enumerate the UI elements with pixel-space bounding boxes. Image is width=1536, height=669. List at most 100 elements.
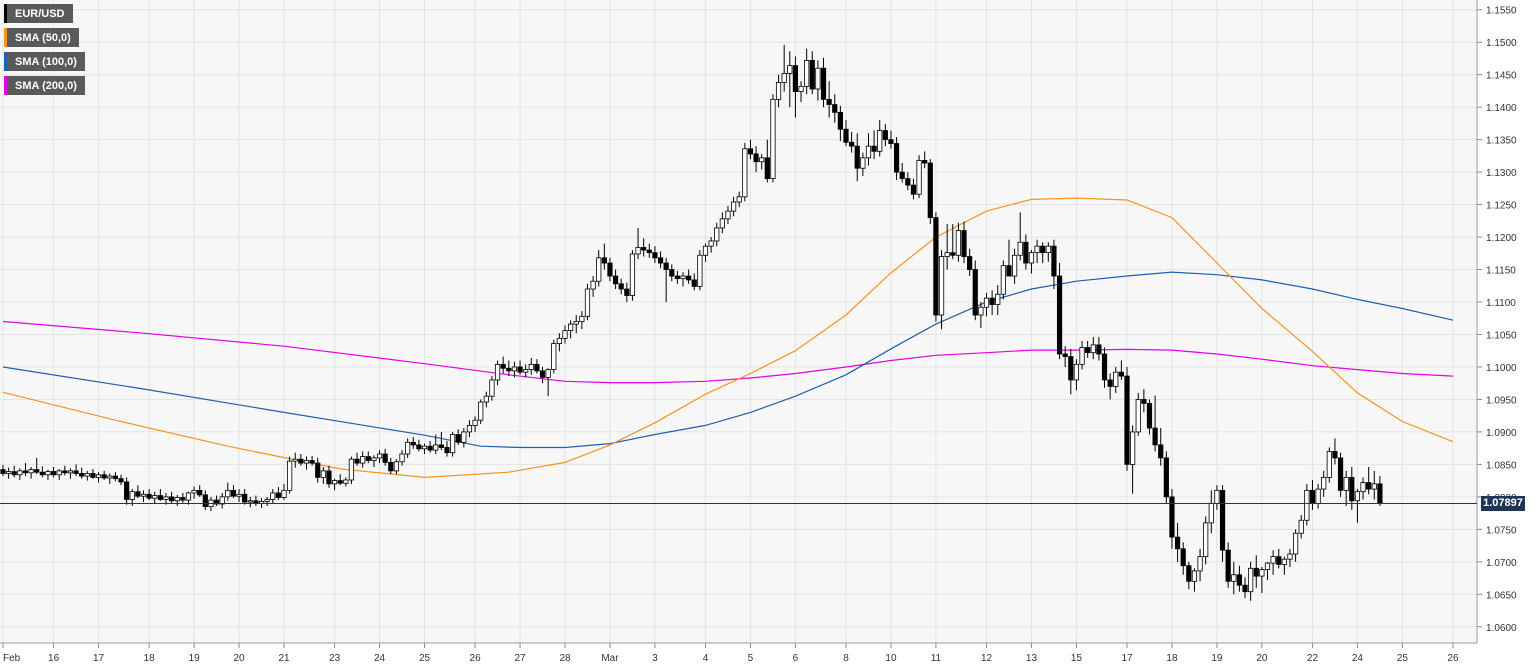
plot-background	[0, 0, 1477, 643]
candle-body	[1293, 532, 1299, 555]
candle-body	[230, 489, 237, 497]
candle-body	[663, 262, 669, 270]
candle-body	[961, 230, 967, 257]
legend-item-sma-200[interactable]: SMA (200,0)	[4, 76, 85, 95]
candle-body	[1343, 476, 1349, 491]
candle-body	[298, 458, 304, 464]
candle-body	[185, 492, 192, 501]
candle-body	[472, 419, 478, 426]
candle-body	[1040, 245, 1046, 254]
candle-body	[725, 210, 731, 220]
candle-body	[1174, 536, 1181, 550]
candle-body	[163, 496, 169, 500]
candle-body	[1377, 483, 1383, 504]
candle-body	[899, 171, 905, 180]
candle-body	[759, 157, 765, 163]
candle-body	[888, 139, 894, 144]
candle-body	[168, 496, 175, 502]
y-tick-label: 1.1100	[1486, 298, 1516, 309]
candle-body	[1028, 252, 1035, 264]
x-tick-label: 26	[1447, 653, 1459, 664]
y-tick-label: 1.1200	[1486, 233, 1517, 244]
candle-body	[1124, 375, 1130, 465]
candle-body	[365, 456, 371, 461]
y-tick-label: 1.1150	[1486, 266, 1516, 277]
candle-body	[421, 445, 428, 450]
candle-body	[798, 85, 804, 92]
candle-body	[539, 370, 546, 378]
candle-body	[1270, 556, 1276, 564]
candle-body	[545, 369, 551, 378]
candle-body	[84, 473, 90, 477]
x-tick-label: 16	[48, 653, 60, 664]
candle-body	[242, 493, 248, 503]
candle-body	[287, 460, 293, 491]
candle-body	[73, 470, 79, 474]
candle-body	[337, 480, 343, 484]
candle-body	[393, 461, 400, 472]
candle-body	[427, 445, 433, 451]
candle-body	[1051, 245, 1057, 277]
candle-body	[1146, 402, 1153, 429]
candle-body	[978, 306, 984, 316]
x-tick-label: 27	[514, 653, 526, 664]
candle-body	[67, 470, 74, 474]
candle-body	[1321, 476, 1327, 490]
candle-body	[1169, 496, 1175, 538]
candle-body	[6, 471, 12, 474]
x-tick-label: 19	[1211, 653, 1223, 664]
candle-body	[1242, 584, 1248, 593]
candle-body	[669, 269, 675, 277]
candle-body	[101, 474, 107, 479]
candle-body	[39, 471, 45, 476]
candle-body	[197, 489, 203, 496]
y-tick-label: 1.0900	[1486, 428, 1517, 439]
candle-body	[478, 401, 484, 421]
candle-body	[607, 262, 613, 277]
candle-body	[849, 141, 855, 147]
candle-body	[1073, 363, 1080, 381]
candle-body	[236, 493, 242, 497]
candle-body	[309, 460, 315, 464]
candle-body	[461, 431, 467, 443]
candle-body	[371, 457, 377, 461]
candle-body	[1248, 567, 1254, 593]
legend-label-sma-200: SMA (200,0)	[15, 79, 77, 92]
candle-body	[1236, 574, 1242, 586]
candle-body	[950, 252, 956, 256]
last-price-badge: 1.07897	[1481, 496, 1525, 512]
candle-body	[742, 148, 748, 198]
candle-body	[202, 494, 208, 508]
candle-body	[1085, 347, 1091, 354]
candle-body	[1337, 457, 1344, 491]
candle-body	[1096, 344, 1102, 355]
candle-body	[641, 247, 647, 251]
candle-body	[444, 447, 450, 454]
legend-item-eurusd[interactable]: EUR/USD	[4, 4, 73, 23]
candle-body	[157, 495, 163, 500]
candle-body	[781, 72, 787, 83]
legend-item-sma-50[interactable]: SMA (50,0)	[4, 28, 79, 47]
x-tick-label: 24	[374, 653, 386, 664]
legend-label-sma-100: SMA (100,0)	[15, 55, 77, 68]
candle-body	[253, 500, 259, 504]
legend-item-sma-100[interactable]: SMA (100,0)	[4, 52, 85, 71]
candle-body	[815, 67, 821, 90]
candle-body	[1281, 558, 1287, 565]
candle-body	[686, 275, 692, 281]
candle-body	[837, 111, 843, 130]
y-tick-label: 1.1300	[1486, 168, 1517, 179]
candle-body	[331, 480, 338, 485]
x-tick-label: 26	[470, 653, 482, 664]
candle-body	[860, 157, 866, 169]
candle-body	[944, 252, 950, 257]
candle-body	[348, 458, 355, 481]
y-tick-label: 1.1450	[1486, 71, 1517, 82]
candle-body	[1068, 356, 1074, 381]
candle-body	[1135, 399, 1141, 433]
candle-body	[292, 458, 298, 462]
x-tick-label: 22	[1307, 653, 1319, 664]
y-tick-label: 1.0600	[1486, 623, 1517, 634]
candle-body	[562, 330, 568, 339]
legend-label-sma-50: SMA (50,0)	[15, 31, 71, 44]
